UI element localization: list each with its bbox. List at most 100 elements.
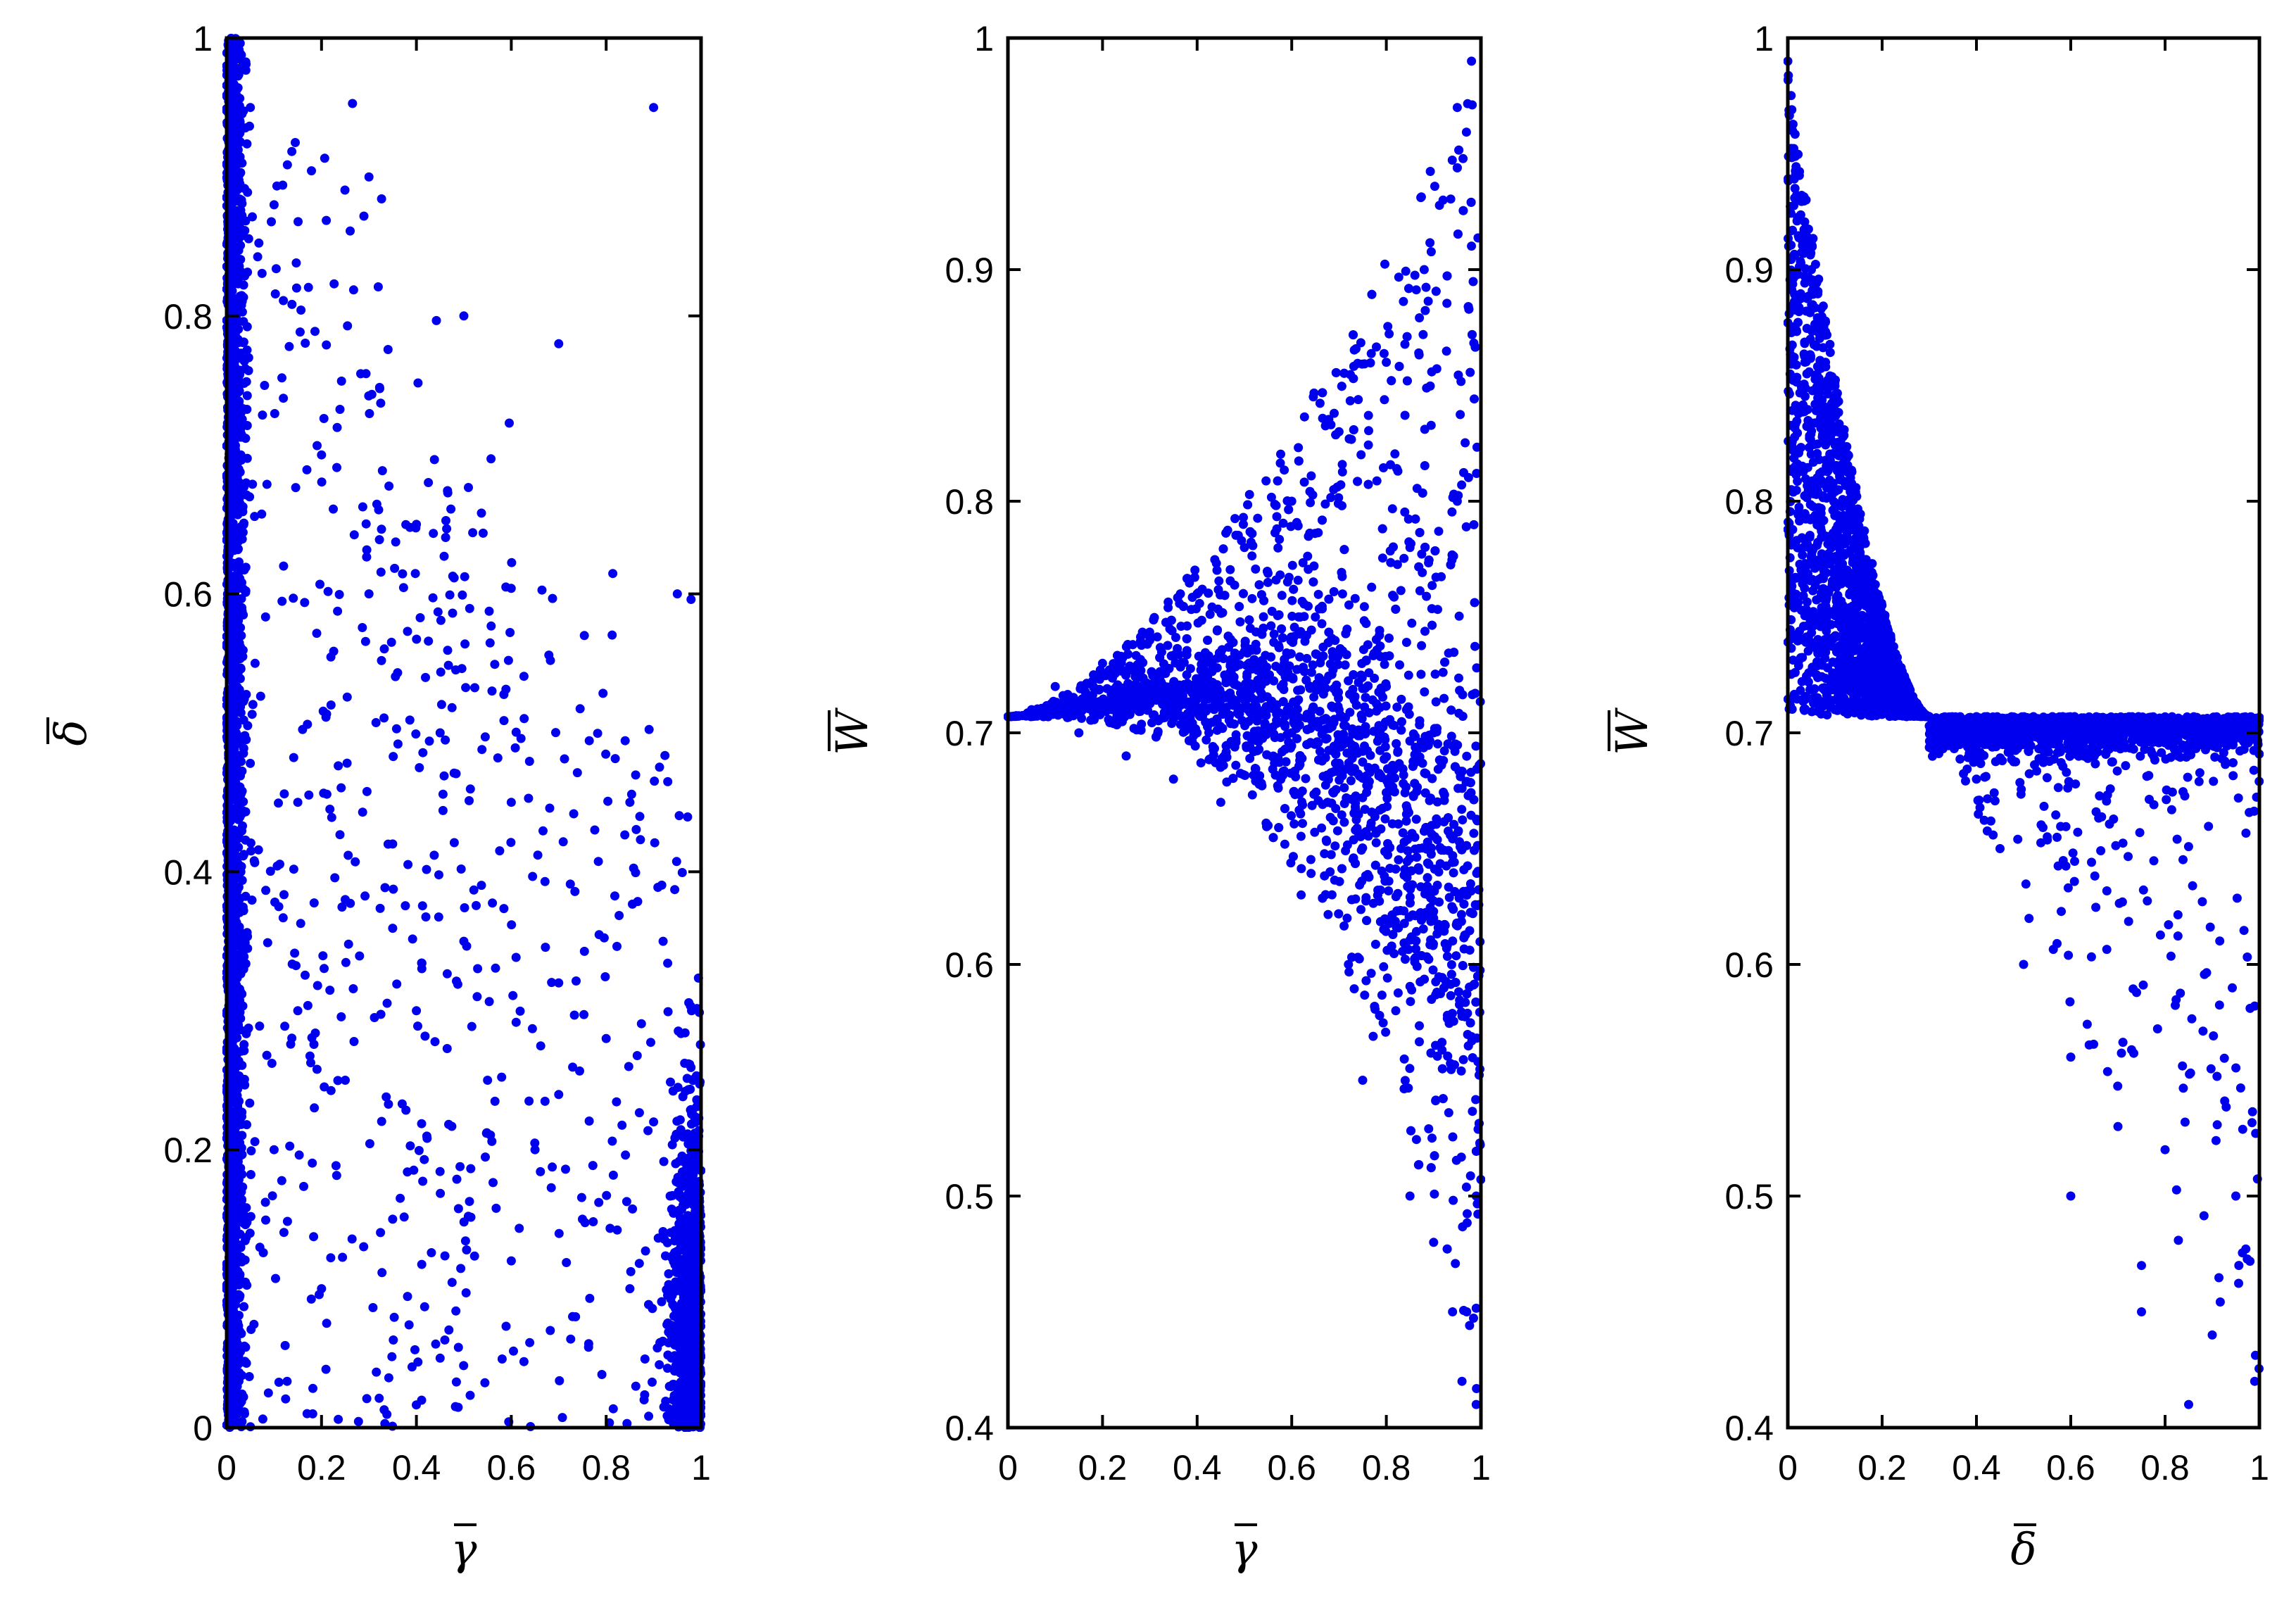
- data-point: [289, 593, 298, 603]
- data-point: [1471, 1399, 1481, 1409]
- data-point: [480, 1378, 490, 1388]
- data-point: [280, 1021, 290, 1031]
- data-point: [683, 812, 693, 822]
- data-point: [1414, 843, 1424, 853]
- data-point: [636, 835, 645, 845]
- data-point: [1446, 990, 1456, 1000]
- data-point: [448, 608, 458, 618]
- data-point: [1404, 537, 1414, 547]
- data-point: [349, 1037, 359, 1046]
- data-point: [1467, 56, 1477, 66]
- data-point: [319, 414, 329, 423]
- data-point: [241, 1233, 251, 1242]
- data-point: [310, 327, 320, 336]
- data-point: [248, 700, 258, 710]
- data-point: [336, 1012, 346, 1021]
- data-point: [568, 1311, 577, 1321]
- data-point: [1298, 819, 1307, 829]
- data-point: [681, 1316, 690, 1326]
- data-point: [374, 1393, 384, 1403]
- data-point: [247, 895, 257, 905]
- data-point: [459, 1361, 469, 1371]
- data-point: [1458, 1055, 1468, 1064]
- data-point: [300, 598, 310, 608]
- data-point: [401, 520, 411, 529]
- data-point: [360, 891, 370, 901]
- data-point: [663, 958, 673, 968]
- data-point: [270, 289, 280, 298]
- data-point: [320, 1082, 329, 1092]
- data-point: [320, 964, 329, 974]
- data-point: [469, 1251, 479, 1261]
- data-point: [246, 758, 256, 768]
- data-point: [672, 1363, 682, 1373]
- data-point: [404, 1320, 414, 1330]
- data-point: [326, 700, 336, 710]
- data-point: [277, 596, 287, 606]
- data-point: [588, 1161, 598, 1171]
- data-point: [436, 1188, 446, 1198]
- data-point: [267, 217, 276, 227]
- data-point: [1408, 791, 1418, 800]
- data-point: [293, 798, 303, 807]
- data-point: [322, 1319, 332, 1328]
- data-point: [330, 873, 340, 883]
- data-point: [260, 381, 270, 390]
- data-point: [464, 483, 473, 492]
- data-point: [451, 1306, 461, 1316]
- data-point: [1212, 565, 1222, 575]
- data-point: [229, 546, 239, 555]
- data-point: [1356, 338, 1365, 348]
- data-point: [676, 1214, 686, 1223]
- data-point: [269, 200, 279, 210]
- data-point: [235, 1131, 245, 1140]
- data-point: [551, 728, 560, 738]
- data-point: [1451, 951, 1461, 961]
- y-axis-label: δ: [45, 719, 96, 745]
- data-point: [234, 457, 244, 467]
- data-point: [321, 1364, 331, 1374]
- data-point: [635, 812, 645, 822]
- data-point: [684, 1239, 694, 1249]
- data-point: [659, 1157, 669, 1166]
- data-point: [317, 450, 327, 460]
- data-point: [473, 964, 483, 974]
- data-point: [1364, 708, 1374, 717]
- data-point: [411, 729, 421, 739]
- data-point: [584, 1116, 594, 1126]
- data-point: [287, 146, 297, 156]
- data-point: [442, 524, 452, 534]
- data-point: [365, 409, 374, 418]
- x-tick-label: 0.4: [392, 1448, 441, 1487]
- data-point: [690, 1149, 700, 1159]
- data-point: [679, 1368, 688, 1378]
- data-point: [443, 646, 453, 655]
- data-point: [279, 296, 289, 306]
- data-point: [245, 121, 254, 131]
- data-point: [410, 569, 420, 579]
- data-point: [377, 1116, 386, 1126]
- data-point: [691, 1276, 701, 1286]
- data-point: [565, 879, 575, 889]
- data-point: [490, 1096, 500, 1106]
- data-point: [503, 655, 513, 665]
- data-point: [528, 872, 538, 881]
- data-point: [289, 864, 298, 874]
- data-point: [1468, 909, 1477, 919]
- data-point: [358, 807, 367, 817]
- data-point: [653, 883, 663, 892]
- data-point: [519, 1357, 529, 1366]
- data-point: [677, 868, 687, 877]
- data-point: [434, 912, 443, 922]
- data-point: [417, 1119, 427, 1128]
- data-point: [1344, 600, 1354, 610]
- data-point: [612, 1225, 622, 1235]
- data-point: [343, 850, 353, 860]
- data-point: [1297, 890, 1306, 900]
- data-point: [597, 1370, 607, 1379]
- data-point: [386, 637, 396, 647]
- data-point: [323, 586, 333, 596]
- data-point: [231, 1097, 241, 1107]
- data-point: [605, 1223, 615, 1233]
- data-point: [254, 238, 264, 248]
